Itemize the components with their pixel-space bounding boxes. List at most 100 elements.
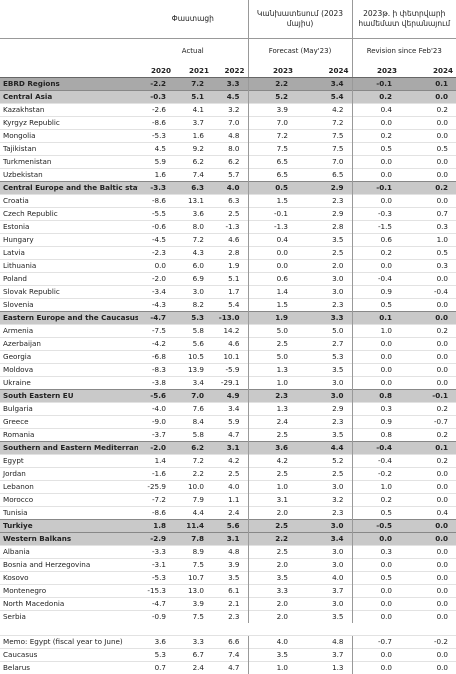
value-cell: 0.0 [352,533,400,546]
value-cell: 8.2 [174,299,212,312]
value-cell: 4.0 [248,636,296,649]
value-cell: 1.5 [248,195,296,208]
value-cell: 2.3 [212,611,248,624]
row-label: Eastern Europe and the Caucasus [0,312,138,325]
value-cell: 4.3 [174,247,212,260]
value-cell: -0.5 [352,520,400,533]
value-cell: -3.4 [138,286,174,299]
value-cell: 3.4 [296,533,352,546]
value-cell: 2.4 [174,662,212,674]
value-cell: 3.9 [248,104,296,117]
value-cell: 3.0 [296,273,352,286]
value-cell: -9.0 [138,416,174,429]
value-cell: 2.3 [296,195,352,208]
value-cell: 3.5 [248,572,296,585]
blank-cell [0,39,138,64]
value-cell: 4.2 [212,455,248,468]
value-cell: 7.9 [174,494,212,507]
value-cell: -4.3 [138,299,174,312]
value-cell: 3.4 [212,403,248,416]
value-cell: 3.0 [174,286,212,299]
value-cell: 4.5 [212,91,248,104]
value-cell: 6.1 [212,585,248,598]
value-cell: -2.0 [138,273,174,286]
value-cell: -5.3 [138,130,174,143]
value-cell: 9.2 [174,143,212,156]
year-header: 2020 [138,63,174,78]
value-cell: 4.5 [138,143,174,156]
value-cell: 3.0 [296,546,352,559]
value-cell: 3.3 [174,636,212,649]
value-cell: 3.3 [248,585,296,598]
value-cell: 7.2 [174,78,212,91]
value-cell: 8.9 [174,546,212,559]
value-cell: -4.5 [138,234,174,247]
value-cell: 7.2 [174,234,212,247]
value-cell: 0.2 [352,91,400,104]
value-cell: 10.0 [174,481,212,494]
value-cell: -8.3 [138,364,174,377]
value-cell: 3.3 [212,78,248,91]
value-cell: 13.1 [174,195,212,208]
value-cell: 4.6 [212,234,248,247]
value-cell: 2.3 [248,390,296,403]
value-cell: 0.0 [352,260,400,273]
row-label: Southern and Eastern Mediterranean [0,442,138,455]
value-cell: 1.0 [352,325,400,338]
row-label: Jordan [0,468,138,481]
value-cell: -5.5 [138,208,174,221]
value-cell: 2.3 [296,299,352,312]
value-cell: 4.6 [212,338,248,351]
year-header: 2022 [212,63,248,78]
value-cell: 5.9 [212,416,248,429]
value-cell: -25.9 [138,481,174,494]
value-cell: 0.0 [400,338,456,351]
value-cell: 2.2 [248,78,296,91]
value-cell: -0.2 [400,636,456,649]
value-cell: 3.5 [296,429,352,442]
value-cell: 0.0 [400,169,456,182]
value-cell: 0.3 [400,260,456,273]
value-cell: 0.0 [352,195,400,208]
value-cell: 6.5 [248,169,296,182]
value-cell: 0.0 [352,377,400,390]
value-cell: 4.7 [212,662,248,674]
value-cell: 3.0 [296,520,352,533]
value-cell: 6.7 [174,649,212,662]
group-row: Central Europe and the Baltic states-3.3… [0,182,456,195]
value-cell: 5.0 [248,351,296,364]
value-cell: 3.0 [296,286,352,299]
value-cell: 0.3 [400,221,456,234]
value-cell: -0.4 [352,273,400,286]
value-cell: 3.5 [296,234,352,247]
value-cell: 7.5 [248,143,296,156]
row-label: Croatia [0,195,138,208]
row-label: Kazakhstan [0,104,138,117]
blank-cell [0,0,138,39]
value-cell: 4.0 [212,481,248,494]
value-cell: 0.2 [400,182,456,195]
value-cell: 2.9 [296,403,352,416]
row-label: Kosovo [0,572,138,585]
value-cell: 1.3 [248,364,296,377]
row-label: Poland [0,273,138,286]
value-cell: 7.0 [296,156,352,169]
value-cell: 1.3 [248,403,296,416]
value-cell: 5.8 [174,429,212,442]
value-cell: -3.8 [138,377,174,390]
value-cell: 0.0 [400,130,456,143]
value-cell: 5.6 [212,520,248,533]
value-cell: 8.0 [174,221,212,234]
row-label: Moldova [0,364,138,377]
value-cell: 7.5 [174,559,212,572]
value-cell: 7.5 [296,143,352,156]
